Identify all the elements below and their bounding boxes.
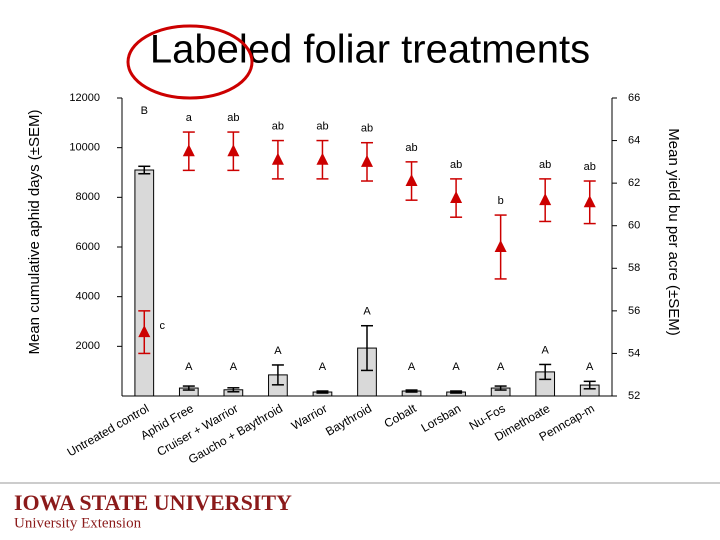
yield-letter: ab [539,159,551,171]
triangle-marker [138,325,151,338]
y2-tick-label: 54 [628,347,640,359]
yield-letter: b [498,195,504,207]
yield-letter: c [160,320,166,332]
y-tick-label: 8000 [76,191,100,203]
yield-letter: ab [450,159,462,171]
y-axis-label: Mean cumulative aphid days (±SEM) [26,109,43,354]
triangle-marker [494,240,507,252]
y-tick-label: 12000 [69,92,100,104]
aphid-letter: A [185,361,193,373]
y2-tick-label: 56 [628,305,640,317]
yield-letter: ab [272,120,284,132]
yield-letter: a [186,112,193,124]
footer-unit: University Extension [14,515,142,531]
triangle-marker [539,193,552,206]
aphid-letter: A [408,361,416,373]
triangle-marker [182,144,195,157]
y2-tick-label: 52 [628,390,640,402]
triangle-marker [361,154,373,167]
yield-letter: ab [405,142,417,154]
yield-letter: ab [316,120,328,132]
aphid-letter: A [497,361,505,373]
yield-letter: ab [361,123,373,135]
triangle-marker [316,152,329,165]
triangle-marker [583,195,596,208]
y-tick-label: 10000 [69,142,100,154]
y-tick-label: 4000 [76,291,100,303]
y-tick-label: 2000 [76,340,100,352]
chart-title: Labeled foliar treatments [150,28,590,72]
aphid-letter: A [274,345,282,357]
aphid-letter: B [141,105,148,117]
aphid-letter: A [363,306,371,318]
aphid-letter: A [230,361,238,373]
triangle-marker [405,174,418,187]
highlight-circle [126,24,254,100]
yield-letter: ab [227,112,239,124]
footer-university: IOWA STATE UNIVERSITY [14,490,292,515]
y2-tick-label: 66 [628,92,640,104]
bar [134,169,155,397]
aphid-letter: A [586,361,594,373]
triangle-marker [227,144,240,157]
aphid-letter: A [319,361,327,373]
yield-letter: ab [584,161,596,173]
triangle-marker [450,191,463,204]
y2-tick-label: 64 [628,134,640,146]
y2-axis-label: Mean yield bu per acre (±SEM) [665,128,682,335]
y2-tick-label: 60 [628,220,640,232]
aphid-letter: A [452,361,460,373]
y2-tick-label: 58 [628,262,640,274]
aphid-letter: A [542,344,550,356]
y2-tick-label: 62 [628,177,640,189]
y-tick-label: 6000 [76,241,100,253]
triangle-marker [271,152,284,165]
